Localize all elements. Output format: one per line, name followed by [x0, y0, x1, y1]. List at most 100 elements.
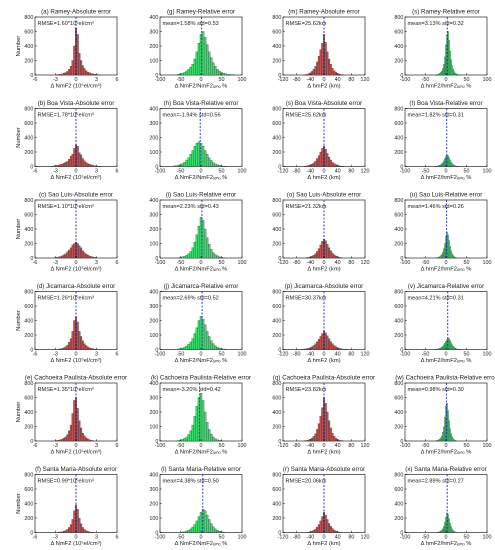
histogram-bar	[206, 154, 209, 167]
histogram-bar	[93, 257, 96, 259]
histogram-bar	[444, 342, 446, 350]
histogram-bar	[80, 247, 83, 259]
y-tick-label: 0	[155, 256, 158, 262]
histogram-bar	[445, 44, 447, 76]
y-tick-label: 100	[149, 333, 158, 339]
panel-annotation: mean=2.69% std=0.52	[163, 296, 219, 302]
y-tick-label: 0	[278, 530, 281, 536]
histogram-bar	[307, 439, 310, 442]
histogram-bar	[78, 152, 81, 167]
panel-annotation: RMSE=1.78*10⁵el/cm³	[38, 112, 94, 119]
histogram-bar	[454, 347, 456, 350]
histogram-bar	[312, 436, 315, 442]
y-tick-label: 0	[278, 256, 281, 262]
histogram-bar	[206, 237, 209, 259]
histogram-bar	[444, 416, 446, 442]
y-axis-label: Number	[16, 402, 22, 423]
histogram-bar	[68, 249, 71, 259]
x-tick-label: -50	[177, 352, 185, 358]
histogram-bar	[311, 256, 314, 259]
histogram-bar	[334, 255, 337, 259]
histogram-bar	[183, 347, 186, 350]
x-tick-label: -40	[306, 260, 314, 266]
panel-title: (c) Sao Luis-Absolute error	[39, 192, 113, 199]
x-tick-label: -6	[33, 352, 38, 358]
x-tick-label: 0	[75, 443, 78, 449]
histogram-bar	[193, 524, 196, 533]
y-tick-label: 100	[149, 424, 158, 430]
histogram-bar	[203, 37, 207, 76]
y-tick-label: 200	[394, 424, 403, 430]
histogram-bar	[199, 512, 203, 533]
histogram-bar	[203, 228, 207, 259]
histogram-bar	[191, 338, 194, 350]
x-tick-label: 0	[445, 443, 448, 449]
x-tick-label: 0	[200, 77, 203, 83]
y-tick-label: 400	[272, 501, 281, 507]
histogram-bar	[183, 72, 186, 76]
histogram-bar	[326, 244, 329, 259]
histogram-bar	[328, 420, 331, 442]
y-tick-label: 200	[394, 241, 403, 247]
histogram-bar	[317, 56, 320, 76]
histogram-bar	[454, 257, 456, 259]
y-tick-label: 0	[400, 347, 403, 353]
panel-title: (j) Jicamarca-Relative error	[164, 283, 239, 290]
histogram-bar	[333, 70, 336, 76]
histogram-bar	[212, 62, 215, 76]
histogram-bar	[88, 531, 91, 533]
x-tick-label: 50	[219, 169, 225, 175]
histogram-bar	[206, 331, 209, 350]
histogram-bar	[450, 526, 452, 533]
x-tick-label: 50	[219, 260, 225, 266]
histogram-bar	[208, 336, 211, 350]
histogram-bar	[183, 162, 186, 167]
panel-annotation: RMSE=1.26*10⁵el/cm³	[38, 295, 94, 302]
y-tick-label: 600	[24, 304, 33, 310]
x-tick-label: 120	[361, 352, 370, 358]
histogram-bar	[453, 347, 455, 350]
histogram-bar	[323, 239, 325, 259]
panel-annotation: mean=1.82% std=0.31	[408, 113, 464, 119]
panel-j: -100 -50 0 50 100 0 100 200 300 400 (j) Jicamarca-…	[149, 283, 246, 364]
histogram-bar	[57, 74, 60, 76]
x-tick-label: -50	[422, 260, 430, 266]
y-tick-label: 100	[149, 241, 158, 247]
histogram-bar	[73, 243, 76, 259]
histogram-bar	[340, 74, 343, 76]
histogram-bar	[455, 348, 457, 350]
histogram-bar	[338, 348, 341, 350]
histogram-bar	[324, 514, 327, 533]
histogram-bar	[78, 53, 81, 76]
histogram-bar	[181, 347, 184, 350]
histogram-bar	[63, 531, 66, 533]
histogram-bar	[187, 253, 190, 259]
histogram-bar	[226, 74, 229, 76]
histogram-bar	[64, 530, 67, 533]
x-tick-label: -80	[293, 535, 301, 541]
histogram-bar	[453, 165, 455, 167]
histogram-bar	[438, 73, 440, 76]
histogram-bar	[195, 51, 199, 76]
histogram-bar	[449, 50, 451, 76]
histogram-bar	[455, 73, 457, 76]
histogram-bar	[197, 42, 201, 76]
y-tick-label: 300	[149, 487, 158, 493]
histogram-bar	[63, 254, 66, 259]
x-tick-label: 0	[200, 443, 203, 449]
histogram-bar	[214, 438, 217, 442]
y-tick-label: 400	[149, 198, 158, 204]
histogram-bar	[187, 344, 190, 350]
histogram-bar	[319, 520, 322, 533]
histogram-bar	[193, 333, 196, 350]
histogram-bar	[329, 427, 332, 442]
y-tick-label: 200	[149, 227, 158, 233]
histogram-bar	[191, 424, 194, 442]
x-axis-label: Δ hmF2 (km)	[307, 358, 340, 364]
histogram-bar	[454, 531, 456, 533]
histogram-bar	[311, 531, 314, 533]
histogram-bar	[452, 164, 454, 167]
histogram-bar	[201, 31, 205, 76]
histogram-bar	[185, 254, 188, 259]
histogram-bar	[208, 429, 211, 442]
